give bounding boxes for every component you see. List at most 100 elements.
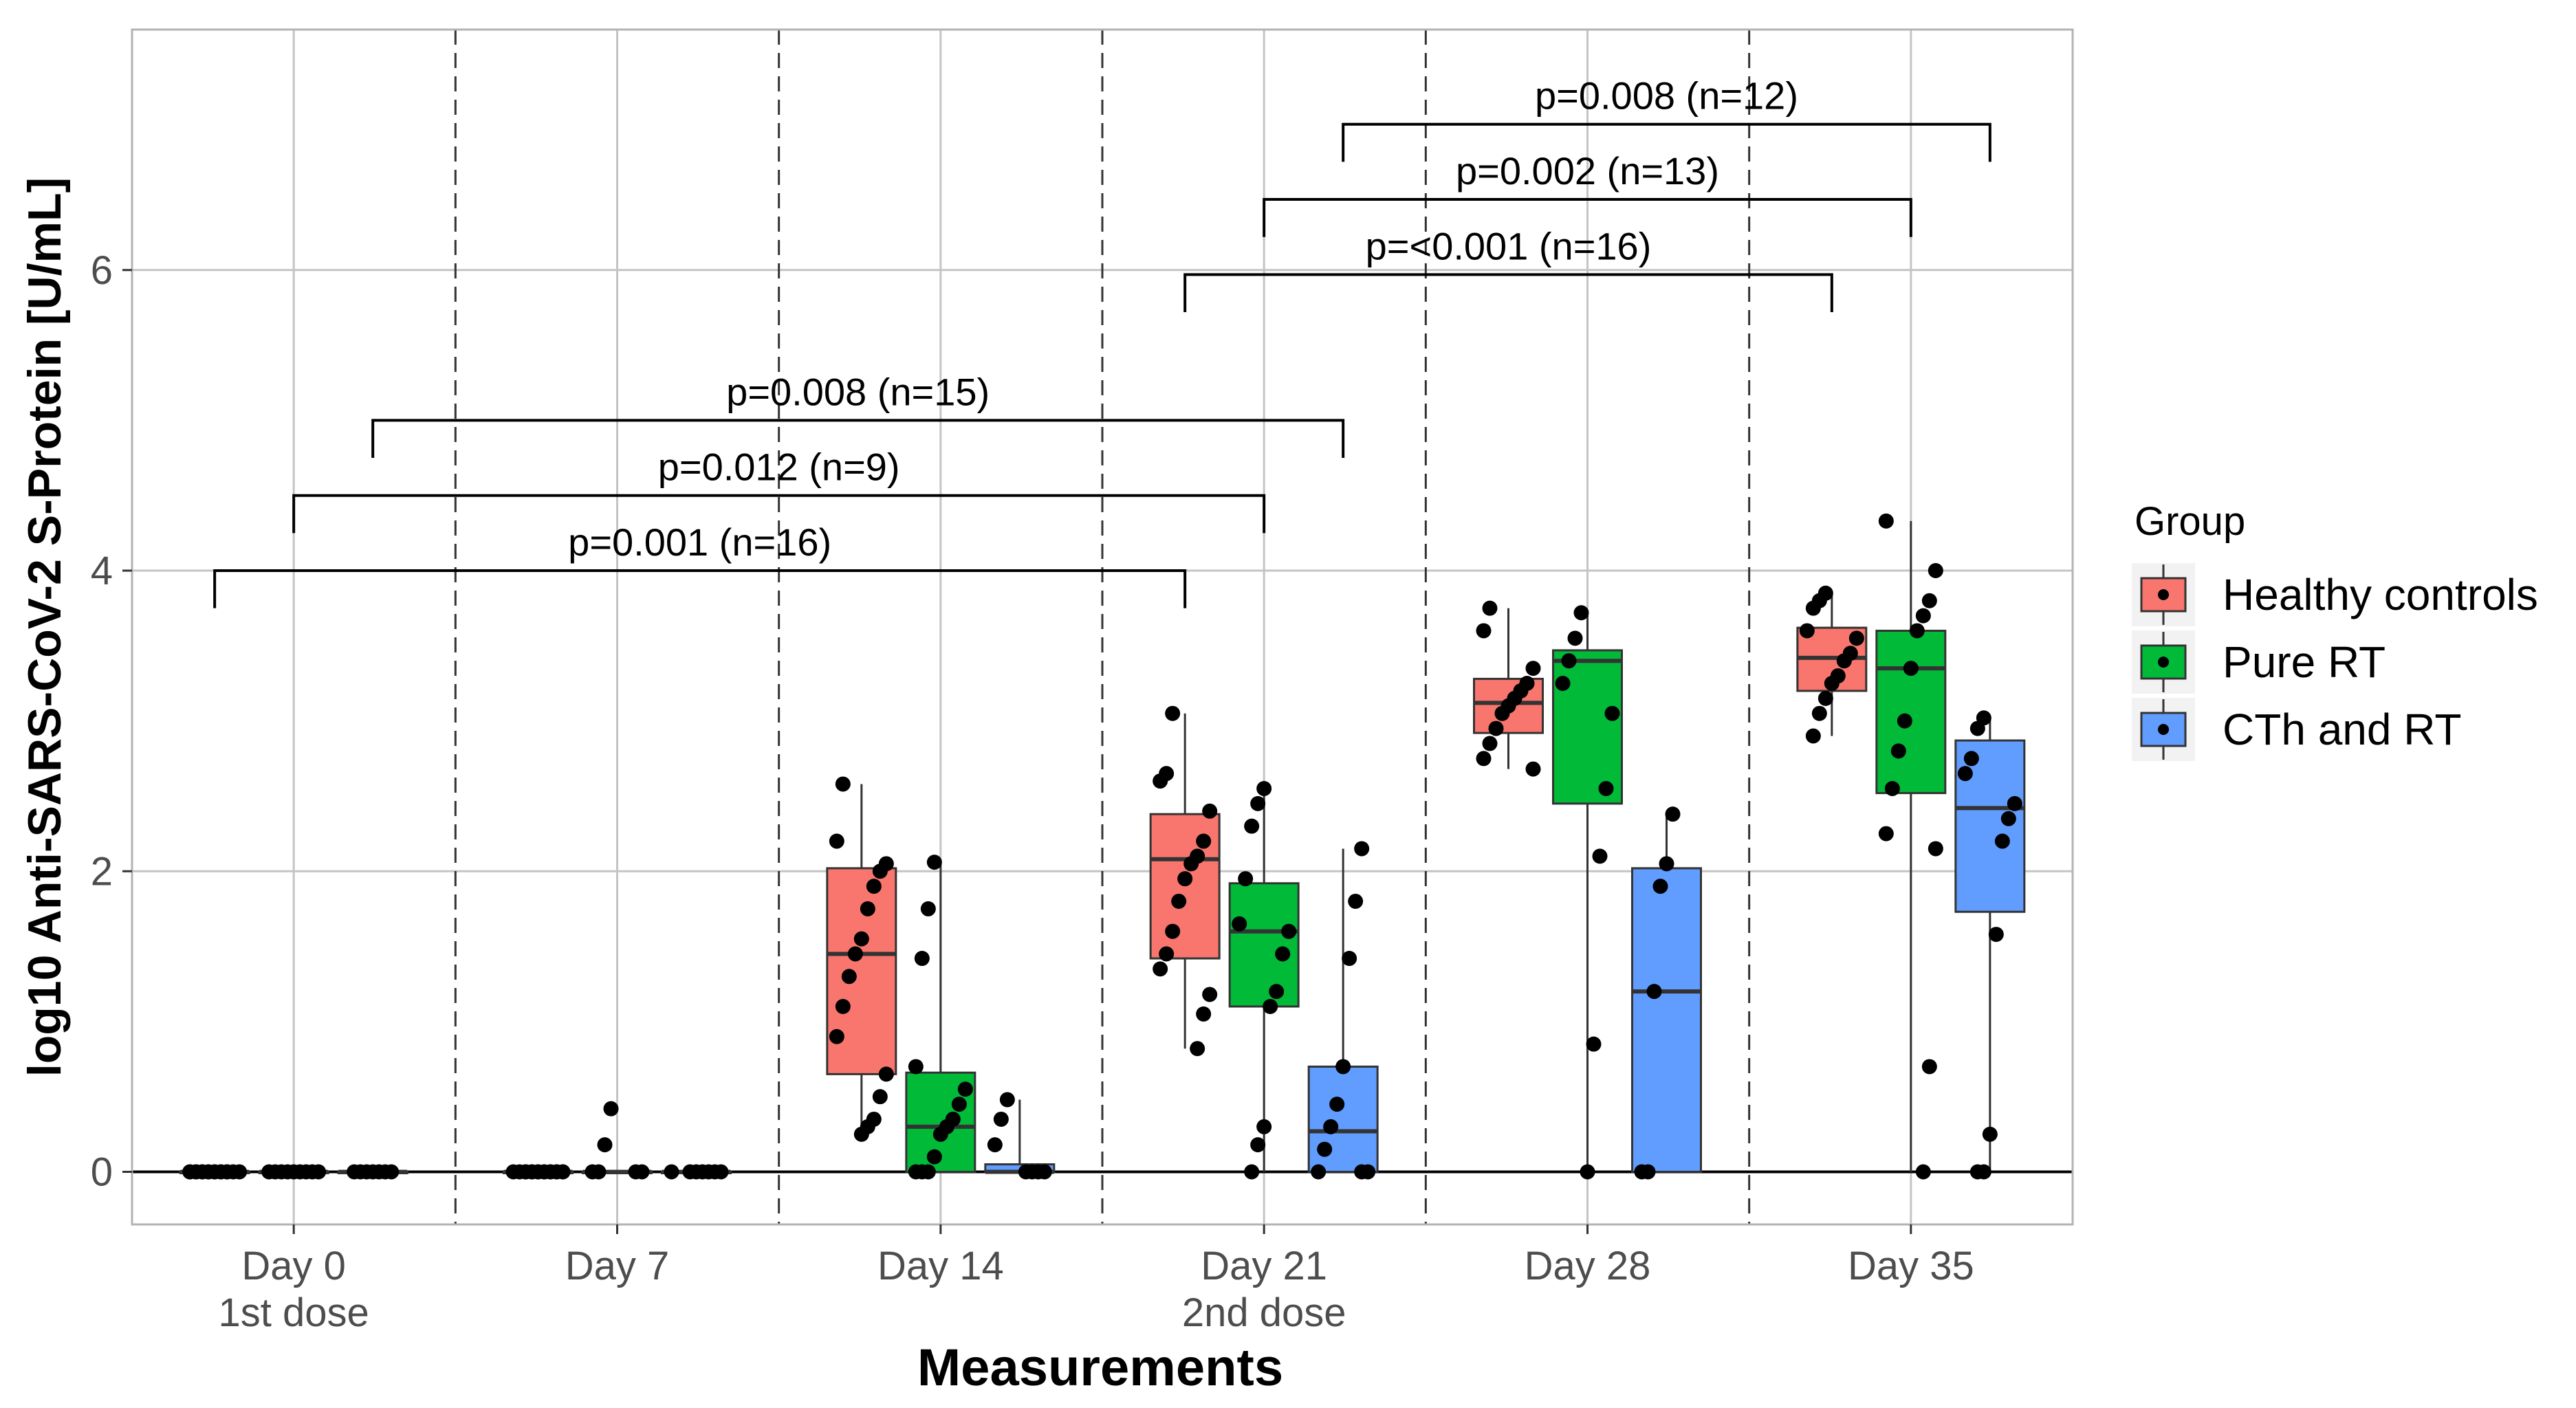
point-pure-rt-cat-2-3: [926, 1149, 942, 1165]
legend-title: Group: [2135, 499, 2245, 544]
x-tick-sublabel: 1st dose: [219, 1290, 369, 1335]
point-cth-and-rt-cat-3-9: [1354, 841, 1370, 857]
point-healthy-controls-cat-3-11: [1202, 803, 1218, 819]
point-healthy-controls-cat-4-3: [1488, 720, 1504, 736]
box-body: [1228, 882, 1300, 1008]
point-healthy-controls-cat-5-0: [1805, 728, 1821, 744]
point-pure-rt-cat-2-11: [920, 901, 936, 916]
p-value-label: p=0.012 (n=9): [658, 446, 900, 489]
point-pure-rt-cat-2-9: [908, 1059, 924, 1075]
point-healthy-controls-cat-3-3: [1153, 961, 1168, 977]
point-pure-rt-cat-4-5: [1555, 675, 1571, 691]
comparison-bracket-4: p=0.002 (n=13): [1263, 149, 1912, 237]
box-body: [1954, 739, 2026, 913]
p-value-label: p=0.001 (n=16): [568, 520, 831, 564]
point-cth-and-rt-cat-5-6: [2007, 795, 2022, 811]
point-healthy-controls-cat-4-11: [1482, 600, 1498, 616]
x-axis-title: Measurements: [917, 1339, 1283, 1397]
point-cth-and-rt-cat-3-4: [1323, 1119, 1339, 1134]
point-cth-and-rt-cat-3-8: [1348, 893, 1364, 909]
point-pure-rt-cat-5-7: [1903, 661, 1919, 676]
point-pure-rt-cat-5-5: [1890, 743, 1906, 759]
point-pure-rt-cat-2-2: [920, 1164, 936, 1180]
bracket-line: [1263, 198, 1912, 237]
point-healthy-controls-cat-0-8: [232, 1164, 248, 1180]
point-cth-and-rt-cat-2-3: [1036, 1164, 1052, 1180]
p-value-label: p=0.002 (n=13): [1456, 149, 1719, 192]
box-pure-rt-cat-5: [1875, 520, 1947, 1172]
box-cth-and-rt-cat-4: [1631, 814, 1702, 1173]
point-cth-and-rt-cat-2-6: [999, 1092, 1015, 1108]
point-pure-rt-cat-5-4: [1884, 781, 1900, 797]
point-pure-rt-cat-2-8: [957, 1081, 973, 1097]
point-healthy-controls-cat-5-11: [1818, 585, 1833, 601]
point-cth-and-rt-cat-2-4: [987, 1137, 1003, 1153]
point-healthy-controls-cat-2-3: [872, 1089, 888, 1105]
point-healthy-controls-cat-3-2: [1202, 987, 1218, 1002]
point-healthy-controls-cat-5-2: [1818, 690, 1833, 706]
legend-label: CTh and RT: [2223, 705, 2461, 754]
box-body: [1631, 867, 1702, 1173]
legend-key-dot: [2158, 724, 2169, 735]
comparison-bracket-2: p=0.008 (n=15): [371, 370, 1345, 459]
point-cth-and-rt-cat-5-3: [1988, 927, 2004, 943]
point-cth-and-rt-cat-5-7: [1957, 766, 1973, 782]
point-cth-and-rt-cat-4-5: [1665, 806, 1681, 822]
point-cth-and-rt-cat-5-10: [1976, 710, 1991, 726]
point-healthy-controls-cat-2-13: [878, 856, 894, 872]
point-healthy-controls-cat-3-13: [1159, 766, 1175, 782]
x-tick-sublabel: 2nd dose: [1182, 1290, 1346, 1335]
p-value-label: p=0.008 (n=12): [1535, 74, 1798, 118]
point-healthy-controls-cat-4-1: [1476, 751, 1492, 767]
y-tick-label: 6: [91, 248, 113, 293]
dose-separators: [454, 30, 1751, 1224]
point-pure-rt-cat-3-4: [1269, 984, 1285, 1000]
point-cth-and-rt-cat-1-6: [664, 1164, 679, 1180]
point-pure-rt-cat-4-7: [1567, 630, 1583, 646]
point-healthy-controls-cat-4-10: [1476, 623, 1492, 639]
point-pure-rt-cat-3-11: [1256, 781, 1272, 797]
x-tick-label: Day 28: [1525, 1244, 1651, 1288]
point-healthy-controls-cat-3-1: [1196, 1006, 1212, 1022]
comparison-bracket-3: p=<0.001 (n=16): [1183, 224, 1833, 312]
point-pure-rt-cat-5-10: [1921, 593, 1937, 608]
point-pure-rt-cat-2-6: [945, 1111, 961, 1127]
legend-key-swatch: [2140, 712, 2187, 747]
point-pure-rt-cat-5-8: [1909, 623, 1925, 639]
x-tick-label: Day 21: [1201, 1244, 1327, 1288]
box-body: [1875, 629, 1947, 795]
point-pure-rt-cat-3-9: [1244, 818, 1260, 834]
bracket-line: [292, 494, 1266, 534]
comparison-bracket-5: p=0.008 (n=12): [1342, 74, 1991, 162]
point-cth-and-rt-cat-3-3: [1317, 1141, 1333, 1157]
point-cth-and-rt-cat-4-2: [1646, 984, 1662, 1000]
point-healthy-controls-cat-0-15: [219, 1164, 235, 1180]
point-healthy-controls-cat-2-8: [847, 946, 863, 962]
point-pure-rt-cat-0-3: [311, 1164, 327, 1180]
point-pure-rt-cat-3-7: [1232, 916, 1247, 932]
legend-label: Pure RT: [2223, 637, 2386, 687]
bracket-line: [371, 419, 1345, 459]
point-pure-rt-cat-5-9: [1915, 608, 1931, 624]
point-pure-rt-cat-5-2: [1928, 841, 1943, 857]
point-pure-rt-cat-5-6: [1897, 713, 1912, 729]
point-healthy-controls-cat-3-0: [1190, 1041, 1205, 1057]
point-healthy-controls-cat-3-7: [1177, 871, 1193, 887]
legend-key-dot: [2158, 589, 2169, 600]
point-healthy-controls-cat-4-2: [1482, 736, 1498, 751]
x-tick-label: Day 35: [1848, 1244, 1974, 1288]
point-pure-rt-cat-3-5: [1275, 946, 1291, 962]
point-pure-rt-cat-5-0: [1915, 1164, 1931, 1180]
point-pure-rt-cat-4-3: [1598, 781, 1614, 797]
point-pure-rt-cat-1-3: [591, 1164, 607, 1180]
legend-label: Healthy controls: [2223, 570, 2538, 619]
x-tick-label: Day 7: [565, 1244, 670, 1288]
point-cth-and-rt-cat-5-4: [1994, 833, 2010, 849]
point-cth-and-rt-cat-4-3: [1652, 879, 1668, 894]
point-pure-rt-cat-4-2: [1592, 848, 1608, 864]
point-healthy-controls-cat-5-8: [1799, 623, 1815, 639]
legend-key-dot: [2158, 657, 2169, 668]
point-pure-rt-cat-3-0: [1244, 1164, 1260, 1180]
legend-item-cth-and-rt: CTh and RT: [2132, 698, 2461, 761]
